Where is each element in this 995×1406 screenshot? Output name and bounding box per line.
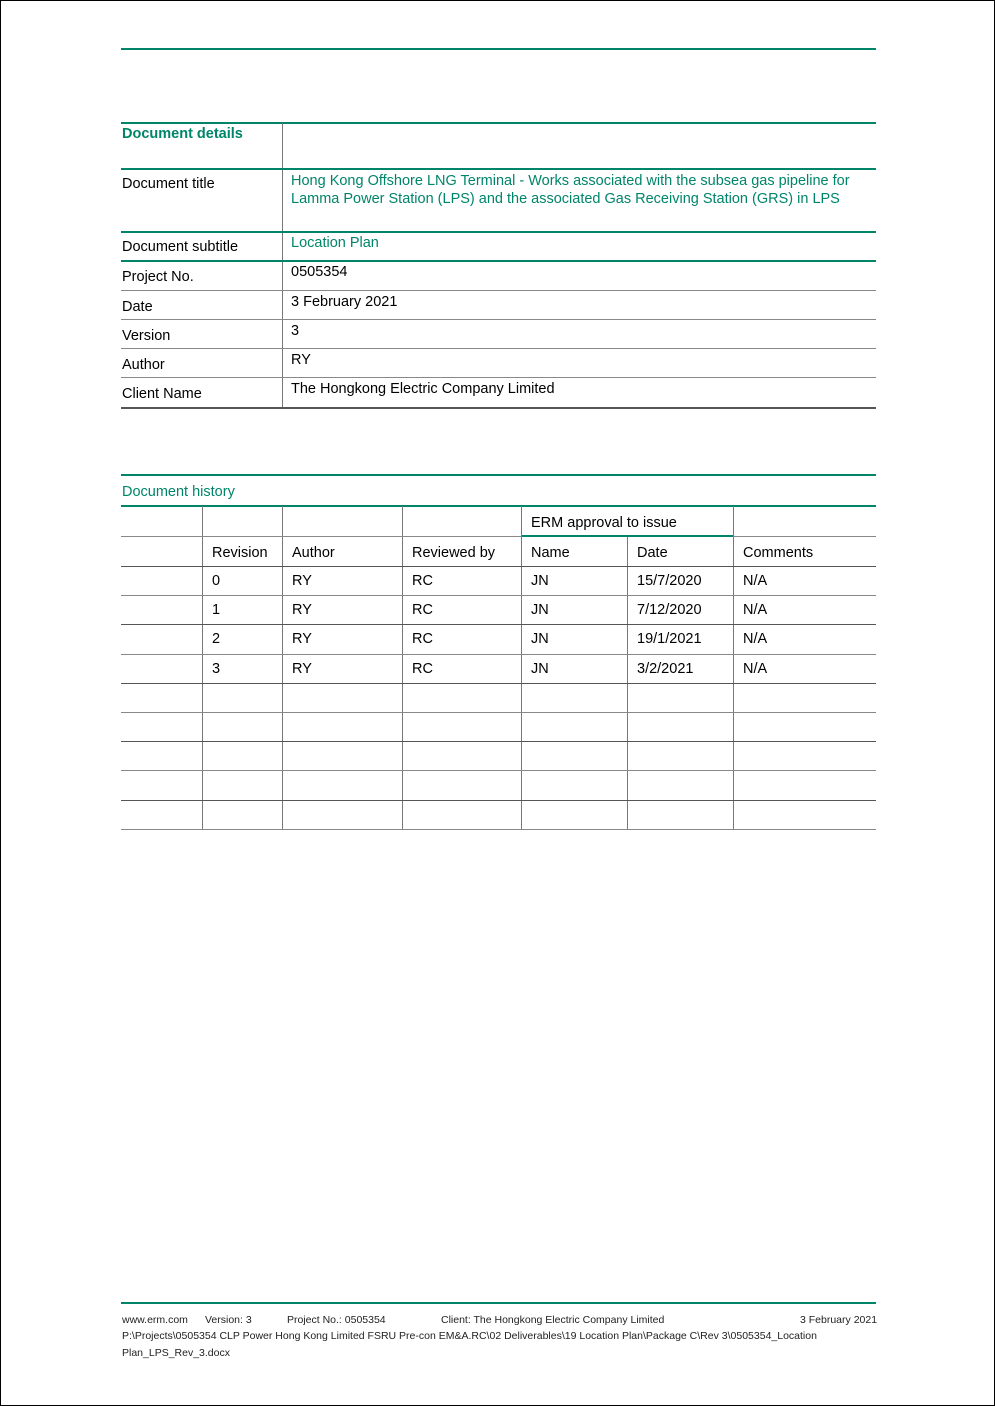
- row-rule: [121, 712, 876, 713]
- table-cell: N/A: [743, 573, 768, 589]
- row-label: Client Name: [122, 386, 202, 402]
- row-rule: [121, 595, 876, 596]
- column-header: Reviewed by: [412, 545, 496, 561]
- row-rule: [121, 231, 876, 233]
- column-divider: [202, 506, 203, 829]
- row-rule: [121, 319, 876, 320]
- row-value: 0505354: [291, 264, 348, 280]
- row-rule: [121, 654, 876, 655]
- row-rule: [121, 683, 876, 684]
- row-rule: [121, 377, 876, 378]
- row-rule: [121, 168, 876, 170]
- footer-rule: [121, 1302, 876, 1304]
- footer-version: Version: 3: [205, 1314, 252, 1326]
- row-rule: [121, 290, 876, 291]
- footer-project: Project No.: 0505354: [287, 1314, 386, 1326]
- table-cell: N/A: [743, 631, 768, 647]
- table-cell: 3/2/2021: [637, 661, 694, 677]
- row-value: Hong Kong Offshore LNG Terminal - Works …: [291, 173, 850, 207]
- row-label: Version: [122, 328, 171, 344]
- column-header: Comments: [743, 545, 814, 561]
- row-value: RY: [291, 352, 311, 368]
- table-cell: JN: [531, 661, 549, 677]
- row-value: 3: [291, 323, 300, 339]
- footer-date: 3 February 2021: [800, 1314, 878, 1326]
- footer-client: Client: The Hongkong Electric Company Li…: [441, 1314, 665, 1326]
- row-rule: [121, 260, 876, 262]
- header-rule: [121, 48, 876, 50]
- footer-path-cont: Plan_LPS_Rev_3.docx: [122, 1347, 230, 1359]
- row-rule: [121, 800, 876, 801]
- row-label: Author: [122, 357, 165, 373]
- row-label: Document title: [122, 176, 215, 192]
- rule: [121, 122, 876, 124]
- column-header: Date: [637, 545, 668, 561]
- column-divider: [521, 506, 522, 829]
- table-cell: JN: [531, 631, 549, 647]
- row-rule: [121, 829, 876, 830]
- footer-site: www.erm.com: [122, 1314, 188, 1326]
- history-heading: Document history: [122, 484, 235, 500]
- details-heading: Document details: [122, 126, 243, 142]
- row-rule: [121, 536, 521, 537]
- table-cell: RY: [292, 573, 312, 589]
- row-rule: [121, 624, 876, 625]
- column-divider: [733, 506, 734, 829]
- table-cell: RY: [292, 602, 312, 618]
- table-cell: 2: [212, 631, 221, 647]
- row-rule: [121, 770, 876, 771]
- row-rule: [121, 566, 876, 567]
- table-cell: RC: [412, 661, 433, 677]
- table-cell: 19/1/2021: [637, 631, 702, 647]
- table-cell: 1: [212, 602, 221, 618]
- rule: [121, 505, 876, 507]
- column-divider: [282, 123, 283, 407]
- rule: [521, 535, 733, 537]
- table-cell: 3: [212, 661, 221, 677]
- row-label: Document subtitle: [122, 239, 239, 255]
- table-cell: N/A: [743, 602, 768, 618]
- table-cell: 15/7/2020: [637, 573, 702, 589]
- row-rule: [121, 348, 876, 349]
- erm-approval-header: ERM approval to issue: [531, 515, 677, 531]
- row-value: 3 February 2021: [291, 294, 398, 310]
- table-cell: 0: [212, 573, 221, 589]
- row-rule: [121, 741, 876, 742]
- column-divider: [282, 506, 283, 829]
- table-cell: RC: [412, 631, 433, 647]
- row-value: Location Plan: [291, 235, 379, 251]
- footer-path: P:\Projects\0505354 CLP Power Hong Kong …: [122, 1330, 817, 1342]
- table-cell: N/A: [743, 661, 768, 677]
- table-cell: RC: [412, 602, 433, 618]
- table-cell: JN: [531, 573, 549, 589]
- row-value: The Hongkong Electric Company Limited: [291, 381, 555, 397]
- row-rule: [121, 407, 876, 409]
- row-label: Date: [122, 299, 153, 315]
- column-header: Revision: [212, 545, 268, 561]
- column-header: Author: [292, 545, 335, 561]
- column-header: Name: [531, 545, 570, 561]
- table-cell: RY: [292, 661, 312, 677]
- table-cell: 7/12/2020: [637, 602, 702, 618]
- table-cell: JN: [531, 602, 549, 618]
- row-label: Project No.: [122, 269, 194, 285]
- table-cell: RC: [412, 573, 433, 589]
- table-cell: RY: [292, 631, 312, 647]
- row-rule: [733, 536, 876, 537]
- column-divider: [402, 506, 403, 829]
- rule: [121, 474, 876, 476]
